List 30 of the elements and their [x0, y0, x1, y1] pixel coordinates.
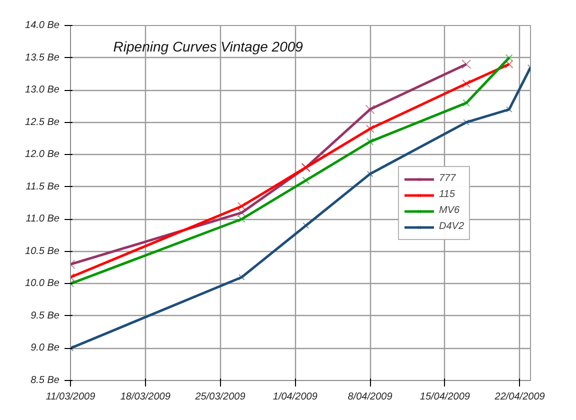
x-tick-label: 22/04/2009	[494, 392, 546, 402]
legend-label: 777	[438, 172, 457, 186]
y-tick-label: 10.0 Be	[25, 278, 60, 290]
y-tick-label: 10.5 Be	[25, 246, 60, 257]
point	[506, 106, 512, 113]
y-tick-label: 12.5 Be	[25, 116, 60, 128]
x-tick-label: 15/04/2009	[420, 392, 470, 402]
point	[302, 222, 309, 229]
y-tick-label: 8.5 Be	[30, 375, 60, 386]
x-tick-label: 25/03/2009	[194, 392, 246, 402]
y-tick-label: 9.0 Be	[30, 342, 60, 354]
point	[366, 170, 374, 178]
point	[463, 119, 470, 126]
x-tick-label: 8/04/2009	[348, 392, 393, 402]
point	[238, 274, 245, 280]
x-tick-label: 18/03/2009	[120, 392, 171, 402]
legend-label: D4V2	[438, 220, 464, 234]
legend-label: 115	[438, 188, 456, 202]
y-tick-label: 12.0 Be	[25, 149, 60, 160]
y-tick-label: 13.0 Be	[25, 84, 60, 96]
y-tick-label: 13.5 Be	[25, 52, 60, 64]
legend-label: MV6	[438, 204, 460, 218]
y-tick-label: 11.0 Be	[26, 214, 60, 225]
y-tick-label: 11.5 Be	[26, 181, 60, 192]
point	[238, 215, 246, 223]
text: Ripening Curves Vintage 2009	[113, 38, 304, 55]
y-tick-label: 14.0 Be	[25, 20, 60, 31]
x-tick-label: 1/04/2009	[272, 392, 318, 402]
y-tick-label: 9.5 Be	[30, 310, 60, 322]
x-tick-label: 11/03/2009	[46, 392, 96, 402]
